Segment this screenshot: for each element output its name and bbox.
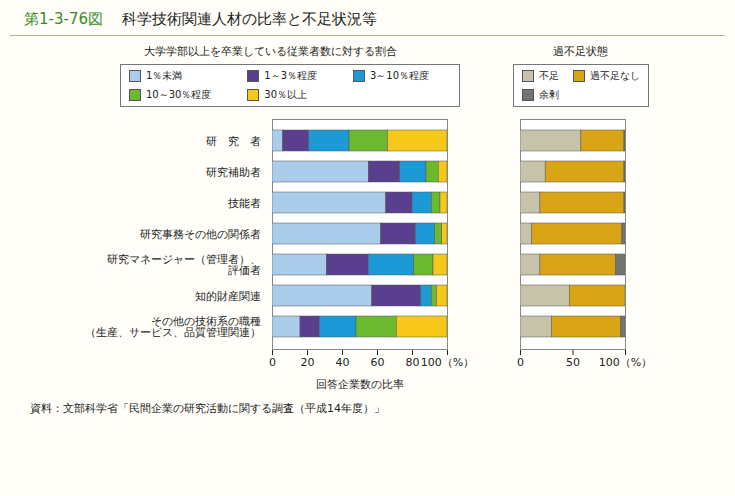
svg-text:20: 20 [301,356,315,369]
html-text:大学学部以上を卒業している従業者数に対する割合: 大学学部以上を卒業している従業者数に対する割合 [143,45,397,58]
svg-text:研究事務その他の関係者: 研究事務その他の関係者 [140,228,261,241]
html-text:3～10％程度: 3～10％程度 [370,70,430,81]
html-text:過不足状態: 過不足状態 [553,45,608,58]
svg-text:40: 40 [336,356,350,369]
svg-text:50: 50 [566,356,580,369]
html-text:不足: 不足 [538,70,559,81]
svg-text:研究マネージャー（管理者）、評価者: 研究マネージャー（管理者）、評価者 [107,253,261,277]
html-text:10～30％程度: 10～30％程度 [146,89,212,100]
svg-text:80: 80 [406,356,420,369]
svg-text:100（%）: 100（%） [421,356,474,369]
svg-text:研 究 者: 研 究 者 [206,135,261,148]
svg-text:研究補助者: 研究補助者 [206,166,261,179]
html-text:1％未満: 1％未満 [146,70,183,81]
svg-text:その他の技術系の職種（生産、サービス、品質管理関連）: その他の技術系の職種（生産、サービス、品質管理関連） [85,315,261,339]
html-text:過不足なし: 過不足なし [589,70,640,81]
svg-text:0: 0 [517,356,524,369]
svg-text:0: 0 [269,356,276,369]
html-text:余剰: 余剰 [538,89,559,100]
svg-text:100（%）: 100（%） [599,356,652,369]
svg-text:回答企業数の比率: 回答企業数の比率 [316,378,404,391]
svg-text:知的財産関連: 知的財産関連 [195,290,261,303]
html-text:資料：文部科学省「民間企業の研究活動に関する調査（平成14年: 資料：文部科学省「民間企業の研究活動に関する調査（平成14年度）」 [30,402,385,415]
html-text:30％以上: 30％以上 [264,89,308,100]
svg-text:60: 60 [371,356,385,369]
html-text:1～3％程度: 1～3％程度 [264,70,318,81]
svg-text:技能者: 技能者 [227,197,261,210]
html-text:第1-3-76図 科学技術関連人材の比率と不足状況等: 第1-3-76図 科学技術関連人材の比率と不足状況等 [24,10,377,28]
